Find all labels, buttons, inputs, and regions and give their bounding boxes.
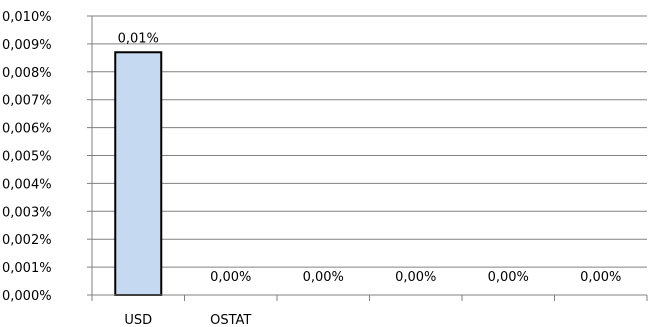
data-label: 0,00% <box>210 270 251 285</box>
x-category-label: OSTAT <box>210 313 251 327</box>
y-tick-label: 0,007% <box>2 94 52 109</box>
bars <box>114 51 163 296</box>
x-axis-ticks <box>91 294 648 301</box>
grid-lines <box>92 15 647 268</box>
y-tick-label: 0,006% <box>2 122 52 137</box>
y-axis-ticks: 0,000% 0,001% 0,002% 0,003% 0,004% 0,005% 0,00… <box>2 10 93 304</box>
data-label: 0,01% <box>118 31 159 46</box>
data-label: 0,00% <box>580 270 621 285</box>
data-label: 0,00% <box>488 270 529 285</box>
data-label: 0,00% <box>303 270 344 285</box>
y-tick-label: 0,001% <box>2 261 52 276</box>
y-tick-label: 0,004% <box>2 177 52 192</box>
y-tick-label: 0,002% <box>2 233 52 248</box>
data-labels: 0,01% USD 0,00% OSTAT 0,00% 0,00% 0,00% 0,00% <box>118 31 622 327</box>
y-tick-label: 0,005% <box>2 150 52 165</box>
x-category-label: USD <box>124 313 152 327</box>
y-tick-label: 0,003% <box>2 205 52 220</box>
y-tick-label: 0,008% <box>2 66 52 81</box>
y-tick-label: 0,000% <box>2 289 52 304</box>
y-tick-label: 0,009% <box>2 38 52 53</box>
y-tick-label: 0,010% <box>2 10 52 25</box>
bar <box>114 51 163 296</box>
data-label: 0,00% <box>395 270 436 285</box>
